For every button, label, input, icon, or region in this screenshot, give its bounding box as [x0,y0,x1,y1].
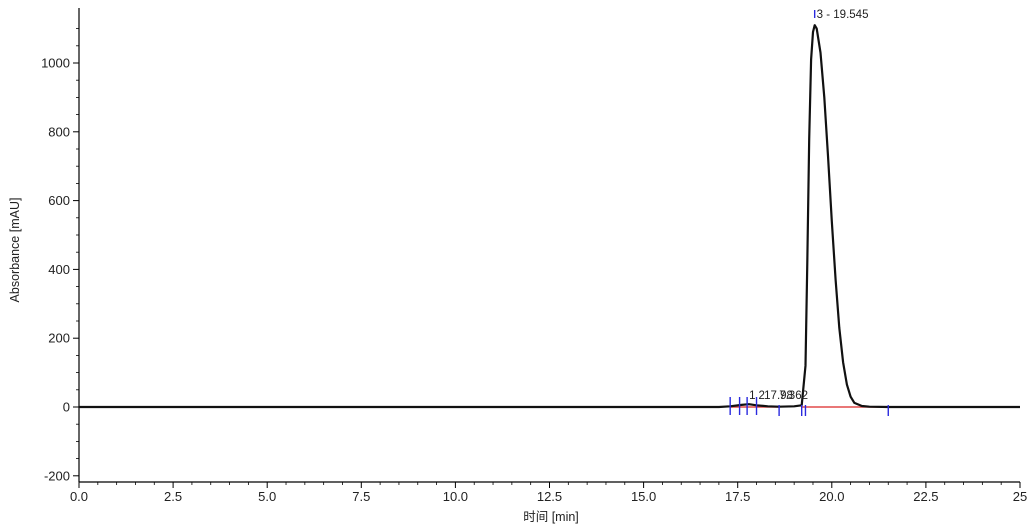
x-tick-label: 12.5 [537,489,562,504]
peak-annotation: 2 [759,390,765,402]
x-tick-label: 7.5 [352,489,370,504]
x-axis-title: 时间 [min] [523,510,579,524]
y-tick-label: 600 [48,193,70,208]
x-tick-label: 25 [1013,489,1027,504]
x-tick-label: 20.0 [819,489,844,504]
y-tick-label: -200 [44,468,70,483]
x-tick-label: 0.0 [70,489,88,504]
peak-markers [729,10,889,416]
y-tick-label: 400 [48,262,70,277]
trace [79,24,1020,409]
x-tick-label: 5.0 [258,489,276,504]
y-tick-label: 800 [48,124,70,139]
peak-annotation: 17.98 [764,390,793,402]
peak-annotation: 7.362 [779,390,808,402]
y-tick-label: 0 [63,400,70,415]
x-tick-label: 15.0 [631,489,656,504]
x-tick-label: 10.0 [443,489,468,504]
x-tick-label: 2.5 [164,489,182,504]
x-tick-label: 17.5 [725,489,750,504]
y-tick-label: 1000 [41,56,70,71]
y-axis-title: Absorbance [mAU] [8,198,22,303]
tick-marks [73,28,1021,488]
peak-annotation: 3 - 19.545 [817,9,869,21]
chromatogram-line [79,24,1020,409]
y-tick-label: 200 [48,331,70,346]
axes [78,8,1020,483]
peak-annotation: 1 [749,390,755,402]
labels: -200 0 200 400 600 800 1000 0.0 2.5 5.0 7.5 10.0 12.… [41,9,1027,504]
x-tick-label: 22.5 [913,489,938,504]
